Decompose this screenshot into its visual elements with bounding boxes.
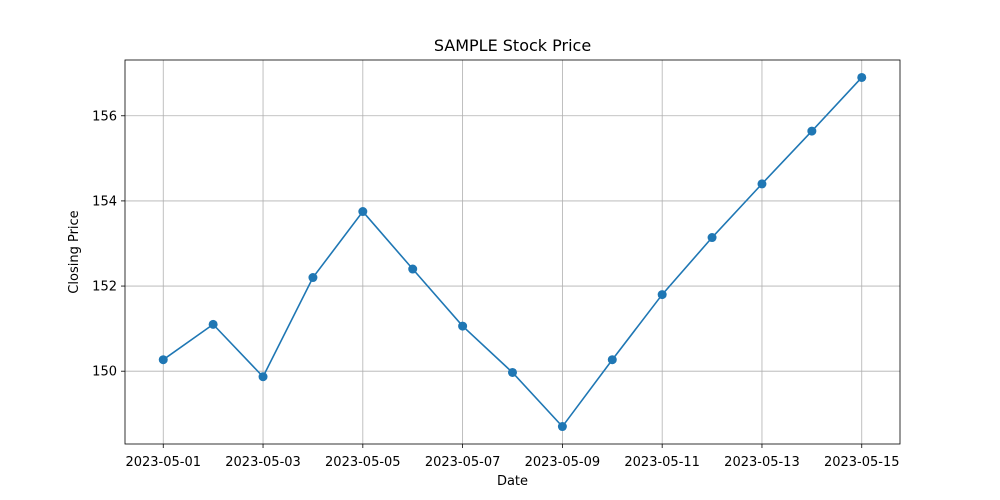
data-point-2023-05-05 [358, 207, 368, 217]
x-tick-label: 2023-05-09 [525, 455, 601, 470]
data-point-2023-05-07 [458, 321, 468, 331]
data-point-2023-05-09 [557, 422, 567, 432]
data-point-2023-05-15 [857, 72, 867, 82]
data-point-2023-05-06 [408, 264, 418, 274]
y-tick-label: 154 [92, 194, 117, 209]
data-point-2023-05-12 [707, 233, 717, 243]
data-point-2023-05-11 [657, 290, 667, 300]
x-tick-label: 2023-05-07 [425, 455, 501, 470]
plot-frame [124, 59, 901, 445]
data-point-2023-05-10 [607, 355, 617, 365]
y-tick-label: 156 [92, 109, 117, 124]
x-tick-label: 2023-05-13 [724, 455, 800, 470]
x-tick-label: 2023-05-11 [624, 455, 700, 470]
grid-lines [125, 60, 900, 444]
y-axis-ticks: 150 152 154 156 [92, 109, 125, 380]
data-point-2023-05-13 [757, 179, 767, 189]
x-tick-label: 2023-05-05 [325, 455, 401, 470]
x-tick-label: 2023-05-15 [824, 455, 900, 470]
chart-title: SAMPLE Stock Price [434, 36, 591, 55]
data-point-2023-05-04 [308, 273, 318, 283]
data-point-2023-05-08 [508, 367, 517, 377]
y-tick-label: 150 [92, 365, 117, 380]
data-point-2023-05-02 [208, 319, 218, 329]
x-axis-label: Date [497, 474, 528, 489]
data-points [158, 72, 867, 432]
data-point-2023-05-01 [158, 355, 168, 365]
data-point-2023-05-14 [807, 126, 817, 136]
x-tick-label: 2023-05-01 [125, 455, 201, 470]
x-axis-ticks: 2023-05-01 2023-05-03 2023-05-05 2023-05-07… [125, 444, 900, 470]
y-tick-label: 152 [92, 280, 117, 295]
y-axis-label: Closing Price [67, 210, 82, 293]
data-point-2023-05-03 [258, 372, 268, 382]
x-tick-label: 2023-05-03 [225, 455, 301, 470]
